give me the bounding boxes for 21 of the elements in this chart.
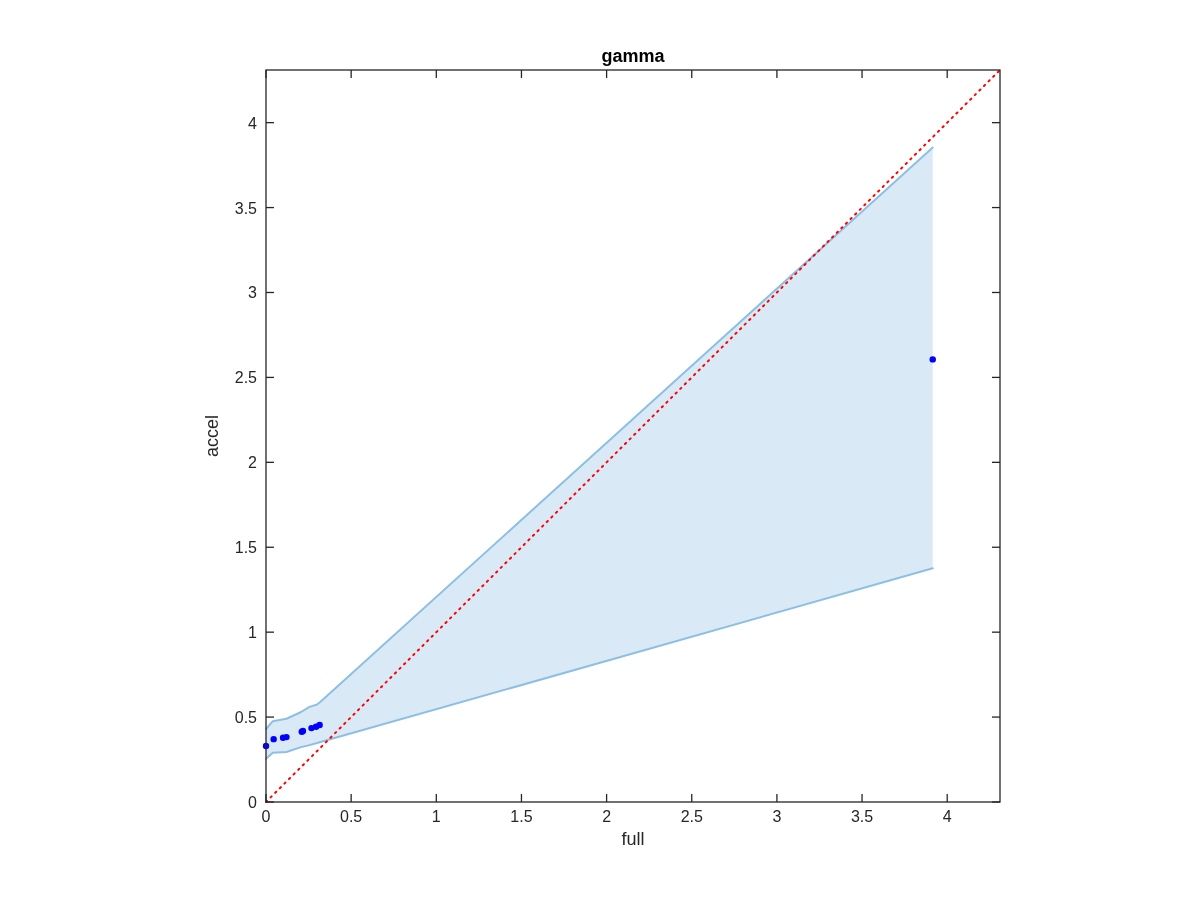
x-tick-label: 3.5 bbox=[850, 808, 874, 825]
y-tick-label: 1 bbox=[248, 624, 258, 642]
y-tick-label: 3 bbox=[248, 284, 258, 302]
y-axis-title: accel bbox=[202, 414, 222, 458]
y-tick-label: 1.5 bbox=[234, 539, 258, 557]
x-tick-label: 0 bbox=[261, 808, 271, 825]
x-tick-label: 1 bbox=[431, 808, 441, 825]
x-axis-title: full bbox=[621, 829, 645, 849]
y-tick-label: 4 bbox=[248, 114, 258, 132]
x-tick-label: 1.5 bbox=[510, 808, 533, 825]
x-tick-label: 0.5 bbox=[340, 808, 363, 825]
y-tick-label: 0 bbox=[248, 794, 258, 811]
x-tick-label: 3 bbox=[772, 808, 782, 825]
y-tick-label: 2 bbox=[248, 454, 258, 472]
x-tick-label: 2.5 bbox=[680, 808, 703, 825]
y-tick-label: 0.5 bbox=[234, 709, 258, 727]
y-tick-label: 3.5 bbox=[234, 199, 258, 217]
chart-title: gamma bbox=[601, 46, 666, 66]
x-tick-label: 4 bbox=[942, 808, 952, 825]
x-tick-label: 2 bbox=[602, 808, 612, 825]
y-tick-label: 2.5 bbox=[234, 369, 258, 387]
